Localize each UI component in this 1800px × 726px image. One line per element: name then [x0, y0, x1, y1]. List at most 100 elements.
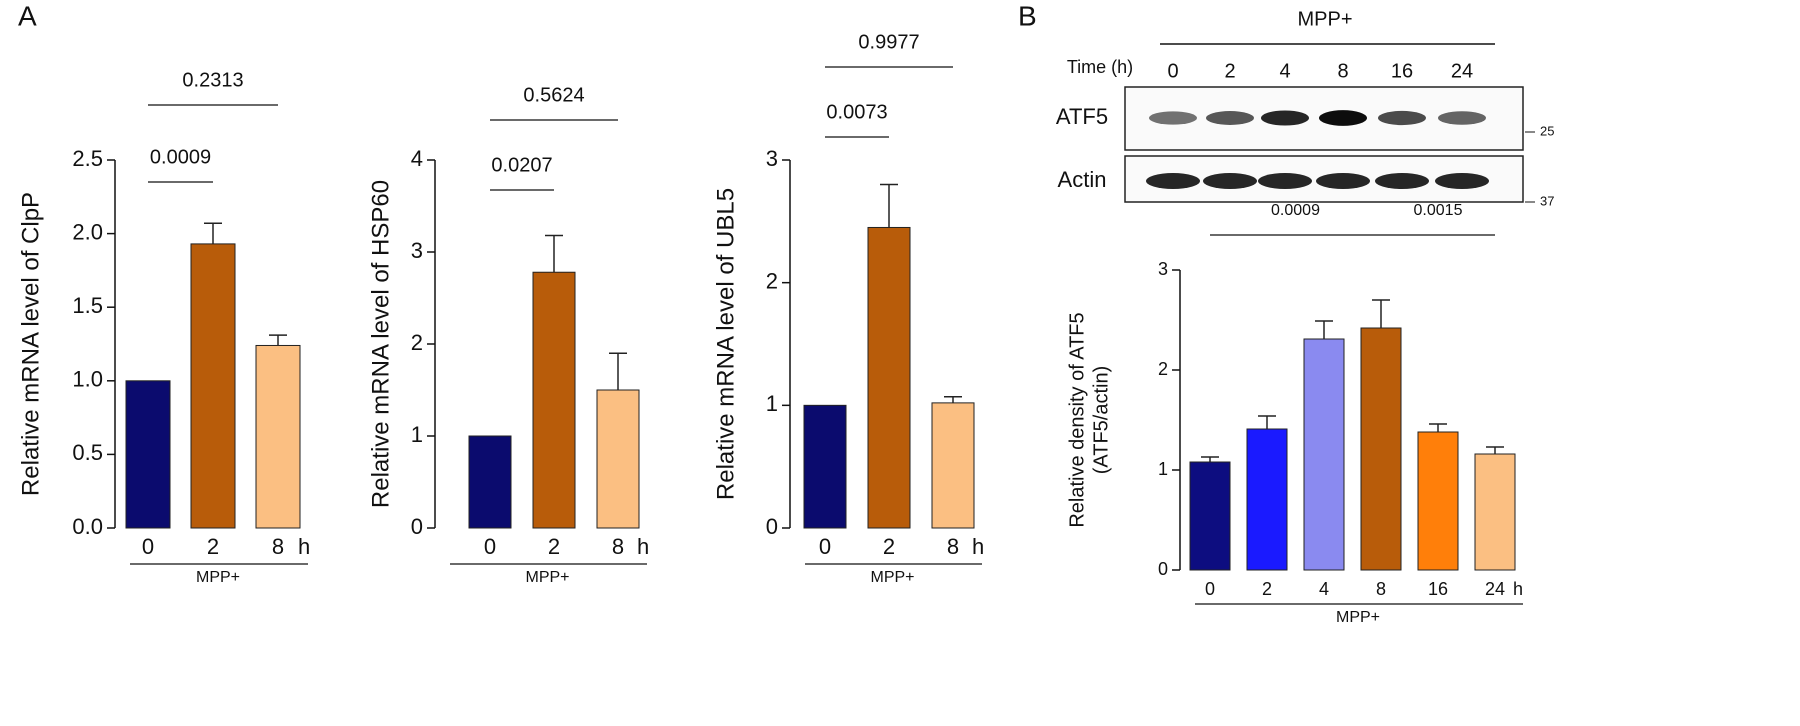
y-axis-label: Relative mRNA level of ClpP	[17, 192, 44, 496]
y-axis-label: Relative mRNA level of UBL5	[712, 188, 739, 500]
y-tick-label: 1	[411, 422, 423, 447]
blot-band	[1378, 110, 1426, 126]
bar	[1189, 461, 1231, 571]
group-label: MPP+	[1336, 609, 1380, 626]
bar	[803, 404, 847, 529]
blot-time: 0	[1167, 60, 1178, 82]
bar	[931, 402, 975, 529]
x-tick-label: 2	[548, 534, 560, 559]
blot-row-label: ATF5	[1056, 104, 1108, 129]
y-tick-label: 3	[411, 238, 423, 263]
y-tick-label: 2	[766, 268, 778, 293]
p-value: 0.9977	[858, 31, 919, 53]
blot-time: 16	[1391, 60, 1413, 82]
y-tick-label: 2.0	[72, 219, 103, 244]
p-value: 0.0073	[826, 101, 887, 123]
x-tick-label: 0	[819, 534, 831, 559]
blot-time: 4	[1279, 60, 1290, 82]
blot-band	[1206, 111, 1254, 125]
bar	[1417, 431, 1459, 571]
panel-label: A	[18, 0, 37, 31]
y-tick-label: 1	[1158, 459, 1168, 479]
blot-band	[1319, 110, 1367, 126]
blot-group-label: MPP+	[1297, 8, 1352, 30]
group-label: MPP+	[525, 569, 569, 586]
chart: 0.0 0.5 1.0 1.5 2.0 2.5 Relative mRNA level of…	[17, 69, 310, 586]
bar	[125, 380, 171, 529]
x-tick-label: 0	[1205, 579, 1215, 599]
bar	[596, 389, 640, 529]
bar	[255, 344, 301, 529]
blot-time: 8	[1337, 60, 1348, 82]
panel-label: B	[1018, 0, 1037, 31]
blot-band	[1438, 111, 1486, 125]
bar	[468, 435, 512, 529]
x-unit: h	[298, 534, 310, 559]
y-tick-label: 0.0	[72, 514, 103, 539]
y-tick-label: 0	[766, 514, 778, 539]
p-value: 0.5624	[523, 84, 584, 106]
y-tick-label: 2.5	[72, 146, 103, 171]
x-unit: h	[972, 534, 984, 559]
x-unit: h	[637, 534, 649, 559]
bar	[1360, 327, 1402, 571]
blot-time-label: Time (h)	[1067, 57, 1133, 77]
y-tick-label: 0	[1158, 559, 1168, 579]
bar	[867, 226, 911, 529]
p-value: 0.0207	[491, 154, 552, 176]
blot-band	[1203, 173, 1257, 189]
p-value: 0.2313	[182, 69, 243, 91]
x-tick-label: 8	[612, 534, 624, 559]
blot-time: 2	[1224, 60, 1235, 82]
bar	[1474, 453, 1516, 571]
p-value: 0.0015	[1414, 202, 1463, 219]
blot-band	[1316, 173, 1370, 189]
y-tick-label: 1.0	[72, 367, 103, 392]
x-tick-label: 8	[272, 534, 284, 559]
bar	[190, 243, 236, 529]
y-tick-label: 3	[766, 146, 778, 171]
x-tick-label: 2	[207, 534, 219, 559]
chart: 0 1 2 3 Relative mRNA level of UBL5 0 2 8 h MPP+ 0…	[712, 31, 984, 586]
bar	[1303, 338, 1345, 571]
blot-band	[1261, 110, 1309, 126]
y-tick-label: 3	[1158, 259, 1168, 279]
blot-band	[1375, 173, 1429, 189]
bar	[1246, 428, 1288, 571]
x-tick-label: 2	[883, 534, 895, 559]
x-tick-label: 4	[1319, 579, 1329, 599]
y-tick-label: 4	[411, 146, 423, 171]
y-axis-label: Relative mRNA level of HSP60	[367, 180, 394, 508]
x-tick-label: 8	[1376, 579, 1386, 599]
group-label: MPP+	[870, 569, 914, 586]
chart: 0 1 2 3 4 Relative mRNA level of HSP60 0 2 8 h MPP…	[367, 84, 649, 586]
y-tick-label: 1	[766, 391, 778, 416]
blot-band	[1435, 173, 1489, 189]
group-label: MPP+	[196, 569, 240, 586]
blot-band	[1258, 173, 1312, 189]
y-tick-label: 2	[1158, 359, 1168, 379]
x-tick-label: 0	[484, 534, 496, 559]
blot-time: 24	[1451, 60, 1473, 82]
blot-marker: 25	[1540, 123, 1554, 138]
p-value: 0.0009	[1271, 202, 1320, 219]
y-tick-label: 1.5	[72, 293, 103, 318]
x-tick-label: 0	[142, 534, 154, 559]
x-tick-label: 8	[947, 534, 959, 559]
y-tick-label: 0.5	[72, 440, 103, 465]
blot-row-label: Actin	[1058, 167, 1107, 192]
x-tick-label: 2	[1262, 579, 1272, 599]
p-value: 0.0009	[150, 146, 211, 168]
x-unit: h	[1513, 579, 1523, 599]
x-tick-label: 24	[1485, 579, 1505, 599]
blot-band	[1146, 173, 1200, 189]
y-axis-label: (ATF5/actin)	[1090, 366, 1112, 475]
y-axis-label: Relative density of ATF5	[1066, 312, 1088, 527]
y-tick-label: 2	[411, 330, 423, 355]
x-tick-label: 16	[1428, 579, 1448, 599]
blot-marker: 37	[1540, 193, 1554, 208]
bar	[532, 271, 576, 529]
y-tick-label: 0	[411, 514, 423, 539]
